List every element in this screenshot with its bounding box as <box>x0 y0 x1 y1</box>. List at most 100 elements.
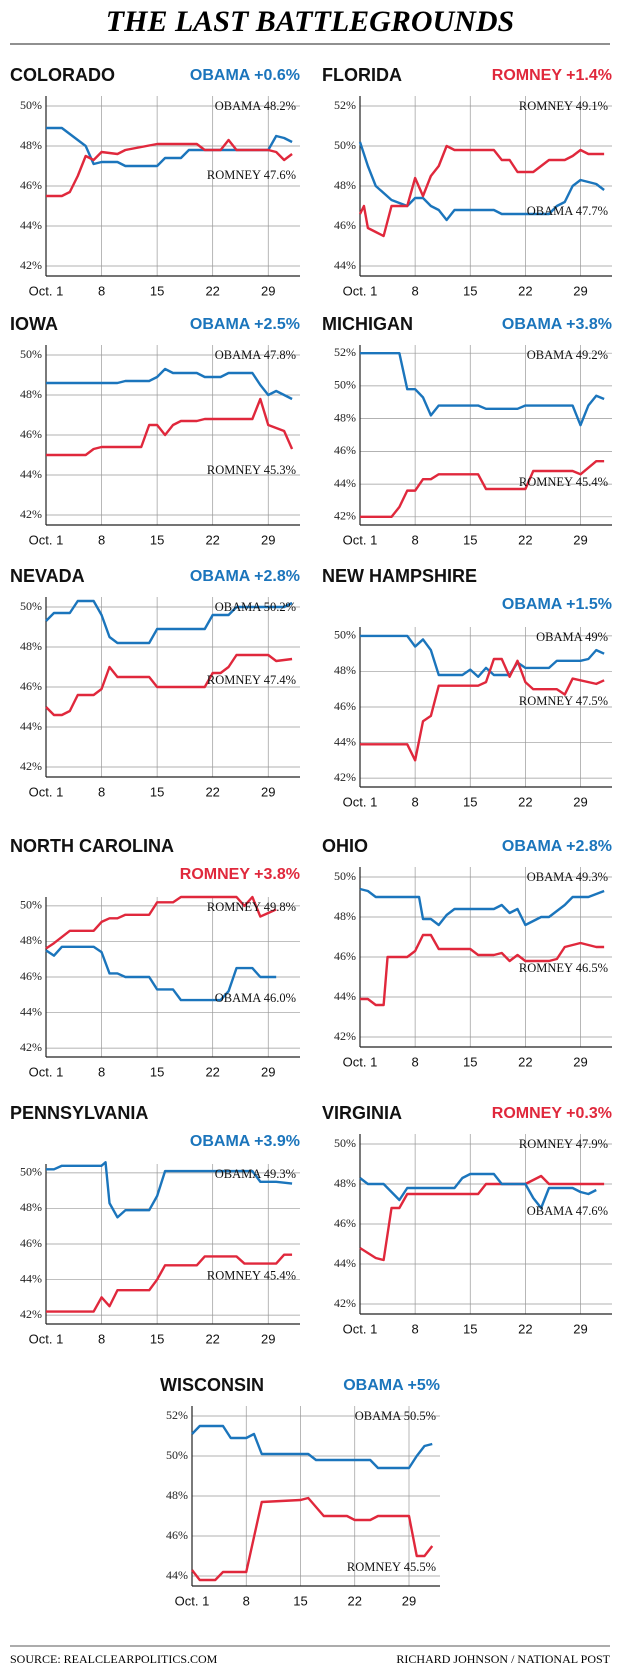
y-tick-label: 44% <box>20 719 42 733</box>
page-title: THE LAST BATTLEGROUNDS <box>106 5 514 38</box>
y-tick-label: 46% <box>166 1528 188 1542</box>
chart-title: MICHIGAN <box>322 314 413 334</box>
end-label: OBAMA 49.3% <box>527 870 608 884</box>
y-tick-label: 48% <box>334 178 356 192</box>
end-label: OBAMA 46.0% <box>215 991 296 1005</box>
x-tick-label: 8 <box>98 784 105 799</box>
lead-label: ROMNEY +3.8% <box>180 866 300 883</box>
x-tick-label: 29 <box>261 784 275 799</box>
end-label: OBAMA 50.5% <box>355 1409 436 1423</box>
series-line <box>359 1174 605 1262</box>
x-tick-label: 15 <box>150 283 164 298</box>
end-label: OBAMA 50.2% <box>215 600 296 614</box>
x-tick-label: Oct. 1 <box>343 532 378 547</box>
x-tick-label: 22 <box>518 283 532 298</box>
x-tick-label: 15 <box>150 1064 164 1079</box>
x-tick-label: Oct. 1 <box>29 283 64 298</box>
series-line <box>191 1496 434 1582</box>
series-line <box>46 138 293 198</box>
chart-title: VIRGINIA <box>322 1103 402 1123</box>
x-tick-label: 8 <box>98 532 105 547</box>
y-tick-label: 44% <box>334 476 356 490</box>
y-tick-label: 44% <box>20 218 42 232</box>
y-tick-label: 48% <box>166 1488 188 1502</box>
y-tick-label: 50% <box>20 347 42 361</box>
y-tick-label: 44% <box>334 258 356 272</box>
x-tick-label: Oct. 1 <box>343 1054 378 1069</box>
y-tick-label: 50% <box>20 98 42 112</box>
lead-label: ROMNEY +0.3% <box>492 1105 612 1122</box>
end-label: OBAMA 48.2% <box>215 99 296 113</box>
y-tick-label: 50% <box>334 869 356 883</box>
x-tick-label: Oct. 1 <box>343 794 378 809</box>
chart-title: NORTH CAROLINA <box>10 836 174 856</box>
series-line <box>46 367 293 401</box>
y-tick-label: 46% <box>334 699 356 713</box>
series-line <box>45 895 277 950</box>
series-line <box>45 653 293 717</box>
y-tick-label: 50% <box>334 138 356 152</box>
y-tick-label: 42% <box>334 1029 356 1043</box>
x-tick-label: 29 <box>402 1593 416 1608</box>
y-tick-label: 50% <box>334 628 356 642</box>
x-tick-label: Oct. 1 <box>343 1321 378 1336</box>
series-line <box>360 933 605 1007</box>
lead-label: OBAMA +3.9% <box>190 1133 300 1150</box>
y-tick-label: 42% <box>334 770 356 784</box>
series-line <box>46 397 294 457</box>
end-label: ROMNEY 49.8% <box>207 900 296 914</box>
x-tick-label: Oct. 1 <box>29 1331 64 1346</box>
series-line <box>360 459 605 519</box>
y-tick-label: 42% <box>20 1040 42 1054</box>
y-tick-label: 48% <box>334 663 356 677</box>
chart-title: OHIO <box>322 836 368 856</box>
x-tick-label: 29 <box>573 532 587 547</box>
end-label: OBAMA 49% <box>536 630 608 644</box>
x-tick-label: 15 <box>463 1321 477 1336</box>
y-tick-label: 46% <box>20 1236 42 1250</box>
end-label: ROMNEY 45.4% <box>207 1269 296 1283</box>
end-label: OBAMA 47.6% <box>527 1204 608 1218</box>
x-tick-label: 22 <box>205 532 219 547</box>
y-tick-label: 48% <box>334 1176 356 1190</box>
y-tick-label: 46% <box>20 178 42 192</box>
y-tick-label: 52% <box>166 1408 188 1422</box>
end-label: OBAMA 47.7% <box>527 204 608 218</box>
y-tick-label: 42% <box>20 759 42 773</box>
series-line <box>359 1172 597 1210</box>
x-tick-label: 15 <box>293 1593 307 1608</box>
x-tick-label: 22 <box>518 532 532 547</box>
lead-label: OBAMA +3.8% <box>502 316 612 333</box>
x-tick-label: 15 <box>150 532 164 547</box>
x-tick-label: 15 <box>463 532 477 547</box>
y-tick-label: 44% <box>334 734 356 748</box>
x-tick-label: 29 <box>261 1064 275 1079</box>
x-tick-label: 8 <box>98 1331 105 1346</box>
y-tick-label: 52% <box>334 98 356 112</box>
y-tick-label: 50% <box>20 898 42 912</box>
series-line <box>360 657 605 762</box>
end-label: ROMNEY 49.1% <box>519 99 608 113</box>
y-tick-label: 46% <box>20 679 42 693</box>
chart-title: PENNSYLVANIA <box>10 1103 148 1123</box>
x-tick-label: 8 <box>98 283 105 298</box>
x-tick-label: 22 <box>518 1321 532 1336</box>
y-tick-label: 46% <box>334 218 356 232</box>
y-tick-label: 48% <box>334 410 356 424</box>
y-tick-label: 42% <box>334 509 356 523</box>
end-label: OBAMA 47.8% <box>215 348 296 362</box>
lead-label: OBAMA +2.8% <box>190 568 300 585</box>
y-tick-label: 46% <box>334 1216 356 1230</box>
end-label: OBAMA 49.2% <box>527 348 608 362</box>
x-tick-label: 8 <box>412 283 419 298</box>
x-tick-label: 22 <box>348 1593 362 1608</box>
y-tick-label: 46% <box>334 443 356 457</box>
x-tick-label: 22 <box>205 1064 219 1079</box>
lead-label: OBAMA +5% <box>343 1377 440 1394</box>
y-tick-label: 42% <box>334 1296 356 1310</box>
x-tick-label: 8 <box>412 794 419 809</box>
x-tick-label: 29 <box>573 283 587 298</box>
x-tick-label: 29 <box>261 283 275 298</box>
x-tick-label: 29 <box>261 532 275 547</box>
